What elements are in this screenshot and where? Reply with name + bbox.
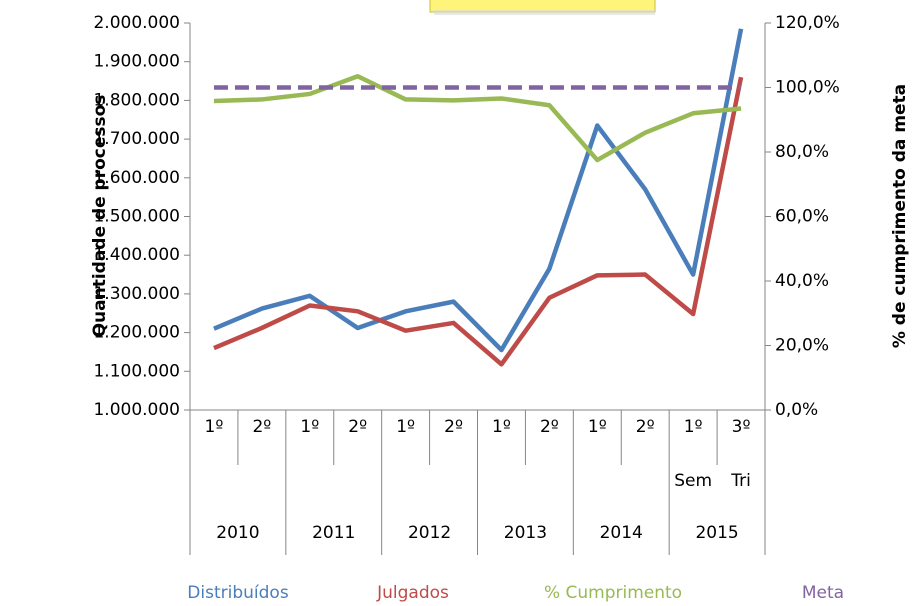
legend-label: Julgados (376, 583, 449, 603)
x-tick-label: 2º (636, 417, 655, 437)
y2-axis-title: % de cumprimento da meta (890, 84, 910, 348)
y-tick-label: 1.400.000 (93, 245, 180, 265)
y-tick-label: 1.200.000 (93, 323, 180, 343)
y2-tick-label: 120,0% (775, 13, 840, 33)
legend-label: Distribuídos (187, 583, 289, 603)
x-group-label: 2011 (312, 523, 355, 543)
y2-tick-label: 100,0% (775, 78, 840, 98)
y-tick-label: 1.600.000 (93, 168, 180, 188)
x-tick-label: 1º (684, 417, 703, 437)
y-tick-label: 2.000.000 (93, 13, 180, 33)
y-tick-label: 1.900.000 (93, 52, 180, 72)
x-group-label: 2010 (216, 523, 259, 543)
y2-tick-label: 80,0% (775, 142, 829, 162)
x-tick-label: 2º (444, 417, 463, 437)
x-tick-label: 3º (732, 417, 751, 437)
x-group-label: 2012 (408, 523, 451, 543)
note-shadow (434, 10, 655, 15)
y2-tick-label: 0,0% (775, 400, 818, 420)
x-group-label: 2013 (504, 523, 547, 543)
x-group-label: 2014 (600, 523, 643, 543)
y-tick-label: 1.800.000 (93, 90, 180, 110)
x-tick-label: 1º (205, 417, 224, 437)
x-tick-sublabel: Sem (674, 471, 712, 491)
x-tick-sublabel: Tri (730, 471, 751, 491)
y2-tick-label: 40,0% (775, 271, 829, 291)
y2-tick-label: 20,0% (775, 336, 829, 356)
x-tick-label: 1º (396, 417, 415, 437)
x-tick-label: 2º (348, 417, 367, 437)
y2-tick-label: 60,0% (775, 207, 829, 227)
x-tick-label: 1º (492, 417, 511, 437)
series-line (213, 76, 744, 367)
x-tick-label: 1º (300, 417, 319, 437)
x-tick-label: 1º (588, 417, 607, 437)
y-tick-label: 1.100.000 (93, 361, 180, 381)
x-tick-label: 2º (252, 417, 271, 437)
y-tick-label: 1.700.000 (93, 129, 180, 149)
x-group-label: 2015 (695, 523, 738, 543)
y-tick-label: 1.000.000 (93, 400, 180, 420)
y-tick-label: 1.300.000 (93, 284, 180, 304)
series-line (213, 28, 744, 353)
y-axis-title: Quantidade de processos (90, 95, 110, 338)
legend-label: Meta (802, 583, 844, 603)
x-tick-label: 2º (540, 417, 559, 437)
y-tick-label: 1.500.000 (93, 207, 180, 227)
legend-label: % Cumprimento (544, 583, 682, 603)
series-line (213, 73, 742, 163)
